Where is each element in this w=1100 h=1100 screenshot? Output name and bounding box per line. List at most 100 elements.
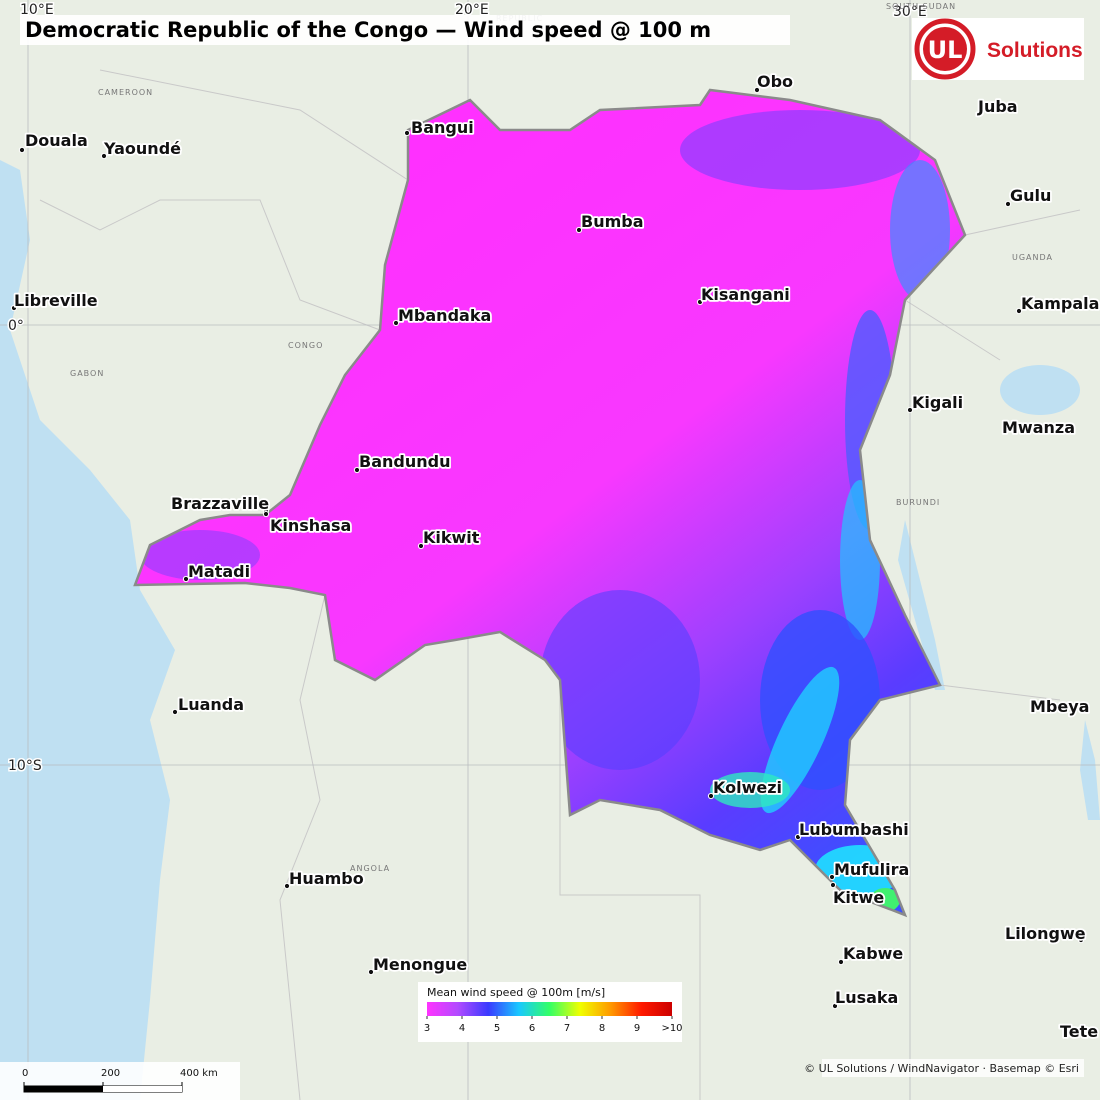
city-label: Kinshasa [270,516,351,535]
city-dot [794,833,802,841]
city-dot [837,958,845,966]
city-dot [283,882,291,890]
city-dot [1015,307,1023,315]
ocean [0,160,175,1100]
lake-malawi [1080,720,1100,820]
colorbar [427,1002,672,1016]
legend-tick-label: 4 [459,1023,465,1034]
city-dot [403,129,411,137]
city-label: Kolwezi [713,778,782,797]
scale-label: 0 [22,1068,28,1079]
city-dot [392,319,400,327]
city-dot [18,146,26,154]
city-label: Obo [757,72,793,91]
attribution: © UL Solutions / WindNavigator · Basemap… [804,1062,1079,1075]
logo-mark: UL [928,36,963,64]
city-label: Yaoundé [103,139,181,158]
city-label: Matadi [188,562,250,581]
city-label: Bangui [411,118,474,137]
city-dot [1004,200,1012,208]
country-label: ANGOLA [350,864,390,873]
city-label: Lilongwe [1005,924,1086,943]
graticule-label: 10°S [8,758,42,774]
city-dot [707,792,715,800]
scale-label: 400 km [180,1068,218,1079]
country-label: UGANDA [1012,253,1053,262]
city-label: Libreville [14,291,98,310]
raster-blob [890,160,950,300]
city-dot [417,542,425,550]
city-label: Mufulira [834,860,909,879]
city-label: Menongue [373,955,467,974]
drc-border [133,88,967,918]
city-label: Luanda [178,695,244,714]
city-dot [575,226,583,234]
city-label: Douala [25,131,88,150]
city-label: Kikwit [423,528,480,547]
city-label: Juba [977,97,1018,116]
city-label: Kisangani [701,285,790,304]
city-label: Kabwe [843,944,903,963]
country-label: CAMEROON [98,88,153,97]
legend-title: Mean wind speed @ 100m [m/s] [427,986,605,999]
city-dot [831,1002,839,1010]
city-dot [171,708,179,716]
graticule-label: 10°E [20,2,54,18]
borders [39,69,1081,1100]
raster-blob [140,530,260,580]
city-label: Huambo [289,869,364,888]
city-dot [100,152,108,160]
country-label: GABON [70,369,104,378]
city-dot [696,298,704,306]
logo-disc [923,27,967,71]
country-label: CONGO [288,341,323,350]
raster-blob [760,666,840,814]
city-dot [353,466,361,474]
scale-bar: 0 200 400 km [22,1068,218,1093]
city-label: Kampala [1021,294,1099,313]
title: Democratic Republic of the Congo — Wind … [25,18,711,42]
city-label: Bumba [581,212,644,231]
legend-tick-label: >10 [661,1023,682,1034]
city-label: Gulu [1010,186,1051,205]
city-label: Kitwe [833,888,884,907]
city-label: Mbeya [1030,697,1089,716]
legend-tick-label: 5 [494,1023,500,1034]
country-label: SOUTH SUDAN [886,2,956,11]
legend-tick-label: 9 [634,1023,640,1034]
city-label: Brazzaville [171,494,269,513]
scale-bar-segment [24,1086,103,1092]
legend-tick-label: 6 [529,1023,535,1034]
city-dot [828,873,836,881]
city-label: Kigali [912,393,963,412]
raster-blob [710,772,790,808]
graticule-label: 20°E [455,2,489,18]
legend-tick-label: 7 [564,1023,570,1034]
graticule-label: 0° [8,318,24,334]
city-label: Lusaka [835,988,898,1007]
scale-box [0,1062,240,1100]
city-dot [753,86,761,94]
scale-bar-segment [103,1086,182,1092]
city-label: Mbandaka [398,306,491,325]
title-box [20,15,790,45]
city-dot [10,304,18,312]
city-dot [1077,936,1085,944]
city-dot [906,406,914,414]
attribution-box [822,1059,1084,1077]
scale-label: 200 [101,1068,120,1079]
legend-tick-label: 3 [424,1023,430,1034]
graticule-label: 30°E [893,4,927,20]
legend-tick-label: 8 [599,1023,605,1034]
city-dot [829,881,837,889]
legend-ticks: 3 4 5 6 7 8 9 >10 [424,1016,683,1034]
raster-blob [540,590,700,770]
city-dot [367,968,375,976]
city-dot [182,575,190,583]
city-label: Mwanza [1002,418,1075,437]
city-label: Tete [1060,1022,1098,1041]
city-dot [262,510,270,518]
